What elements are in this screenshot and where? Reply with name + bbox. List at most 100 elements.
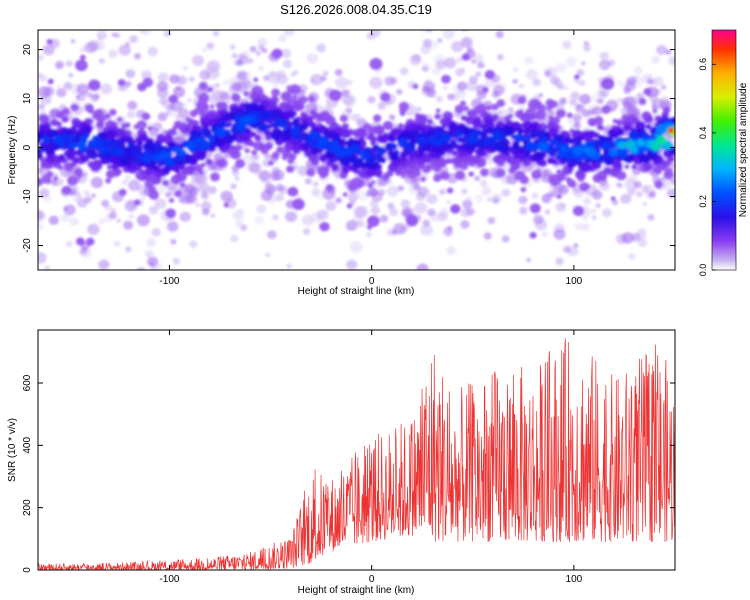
heatmap-cell [422, 38, 432, 48]
heatmap-cell [275, 193, 285, 202]
heatmap-cell [624, 164, 630, 169]
heatmap-cell [100, 83, 113, 95]
heatmap-cell [497, 54, 504, 61]
heatmap-cell [354, 157, 364, 166]
heatmap-cell [244, 148, 250, 154]
heatmap-cell [610, 196, 616, 201]
heatmap-cell [641, 184, 650, 193]
heatmap-cell [405, 143, 416, 153]
heatmap-cell [63, 81, 73, 90]
heatmap-cell [254, 215, 264, 225]
heatmap-cell [595, 203, 601, 208]
heatmap-cell [498, 153, 503, 159]
heatmap-cell [541, 231, 548, 237]
heatmap-cell [616, 119, 623, 126]
heatmap-cell [275, 183, 284, 192]
heatmap-cell [640, 153, 651, 164]
heatmap-cell [272, 214, 279, 221]
heatmap-cell [475, 71, 482, 77]
heatmap-cell [292, 119, 301, 128]
heatmap-cell [444, 57, 457, 69]
heatmap-cell [420, 176, 426, 182]
heatmap-cell [151, 164, 157, 170]
heatmap-cell [84, 41, 98, 54]
heatmap-cell [231, 53, 238, 59]
heatmap-cell [271, 88, 281, 97]
heatmap-cell [125, 246, 132, 252]
heatmap-cell [91, 193, 96, 198]
heatmap-cell [508, 113, 513, 118]
heatmap-cell [497, 110, 503, 115]
heatmap-cell [418, 151, 425, 157]
heatmap-cell [271, 152, 280, 160]
heatmap-cell [229, 44, 236, 50]
heatmap-cell [46, 171, 54, 178]
heatmap-cell [136, 214, 150, 227]
heatmap-cell [309, 146, 320, 155]
heatmap-cell [578, 79, 586, 86]
heatmap-cell [106, 24, 111, 28]
heatmap-cell [560, 145, 567, 152]
heatmap-cell [329, 89, 342, 102]
heatmap-cell [495, 30, 504, 39]
heatmap-cell [454, 130, 463, 138]
heatmap-cell [602, 208, 612, 218]
heatmap-cell [545, 98, 555, 107]
heatmap-cell [460, 100, 467, 106]
heatmap-cell [83, 190, 91, 197]
heatmap-cell [68, 142, 76, 149]
heatmap-cell [487, 217, 496, 225]
heatmap-cell [155, 145, 162, 151]
heatmap-cell [427, 30, 433, 33]
colorbar: 0.0 0.2 0.4 0.6 Normalized spectral amplitu… [698, 29, 749, 276]
y-tick-label: 200 [22, 499, 33, 516]
heatmap-cell [644, 135, 649, 140]
heatmap-cell [435, 60, 447, 70]
heatmap-cell [623, 124, 631, 132]
heatmap-cell [325, 201, 337, 212]
heatmap-cell [650, 142, 662, 152]
heatmap-cell [416, 263, 429, 270]
heatmap-cell [276, 73, 289, 85]
heatmap-cell [38, 103, 45, 110]
heatmap-cell [342, 192, 348, 197]
heatmap-cell [446, 187, 454, 194]
heatmap-cell [139, 133, 149, 142]
heatmap-cell [437, 212, 448, 222]
heatmap-cell [401, 207, 412, 218]
heatmap-cell [576, 169, 583, 176]
heatmap-cell [541, 193, 552, 204]
heatmap-cell [219, 91, 229, 100]
heatmap-cell [169, 198, 175, 203]
heatmap-cell [239, 17, 249, 26]
heatmap-cell [544, 70, 552, 77]
heatmap-cell [320, 75, 327, 82]
heatmap-cell [468, 133, 480, 144]
heatmap-cell [194, 202, 200, 207]
heatmap-cell [572, 146, 584, 156]
heatmap-cell [310, 73, 324, 86]
heatmap-cell [291, 127, 300, 136]
heatmap-cell [377, 189, 386, 196]
heatmap-cell [550, 138, 559, 147]
heatmap-cell [136, 267, 146, 270]
heatmap-cell [105, 169, 116, 179]
heatmap-cell [518, 83, 523, 89]
heatmap-cell [387, 135, 395, 142]
heatmap-cell [422, 152, 431, 161]
spectrogram-heatmap [38, 17, 675, 270]
heatmap-cell [84, 196, 93, 204]
heatmap-cell [636, 191, 643, 198]
heatmap-cell [450, 204, 461, 214]
heatmap-cell [517, 96, 527, 105]
heatmap-cell [162, 180, 169, 186]
heatmap-cell [556, 194, 562, 199]
heatmap-cell [566, 112, 573, 119]
heatmap-cell [446, 199, 451, 205]
heatmap-cell [128, 179, 141, 192]
heatmap-cell [652, 109, 658, 114]
heatmap-cell [625, 139, 636, 149]
heatmap-cell [335, 197, 342, 204]
heatmap-cell [633, 66, 643, 75]
